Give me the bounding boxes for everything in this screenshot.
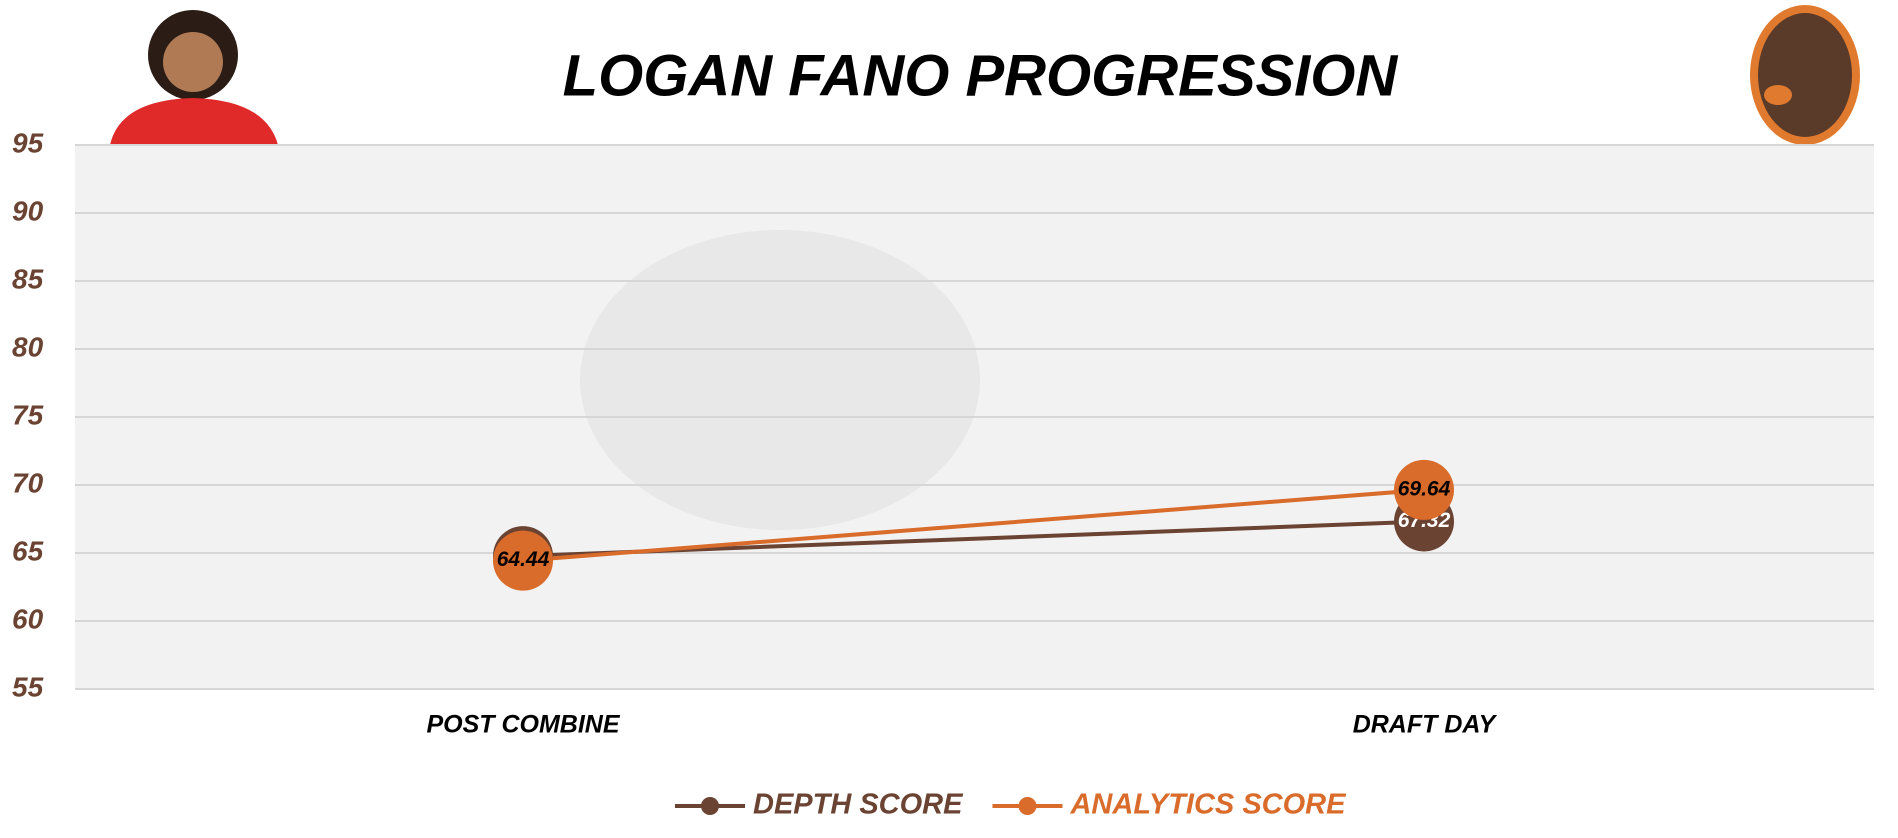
player-photo xyxy=(110,10,278,145)
y-tick-label: 55 xyxy=(12,671,44,702)
legend-marker xyxy=(1018,797,1037,815)
chart-title: LOGAN FANO PROGRESSION xyxy=(563,43,1399,108)
series-line xyxy=(522,487,1425,563)
y-tick-label: 80 xyxy=(12,331,44,362)
team-logo xyxy=(1750,5,1860,145)
data-label: 69.64 xyxy=(1398,477,1451,500)
legend-label: DEPTH SCORE xyxy=(753,789,964,821)
y-tick-label: 70 xyxy=(12,467,44,498)
y-tick-label: 90 xyxy=(12,195,44,226)
y-tick-label: 75 xyxy=(12,399,44,430)
x-tick-label: POST COMBINE xyxy=(426,711,620,739)
y-tick-label: 60 xyxy=(12,603,44,634)
watermark xyxy=(580,230,980,530)
y-tick-label: 85 xyxy=(12,263,44,294)
y-tick-label: 95 xyxy=(12,127,44,158)
data-label: 64.44 xyxy=(497,548,550,571)
data-point xyxy=(1394,459,1454,520)
data-point xyxy=(493,530,553,591)
legend-label: ANALYTICS SCORE xyxy=(1069,789,1347,821)
x-tick-label: DRAFT DAY xyxy=(1353,711,1498,739)
legend-marker xyxy=(701,797,719,815)
y-tick-label: 65 xyxy=(12,535,44,566)
